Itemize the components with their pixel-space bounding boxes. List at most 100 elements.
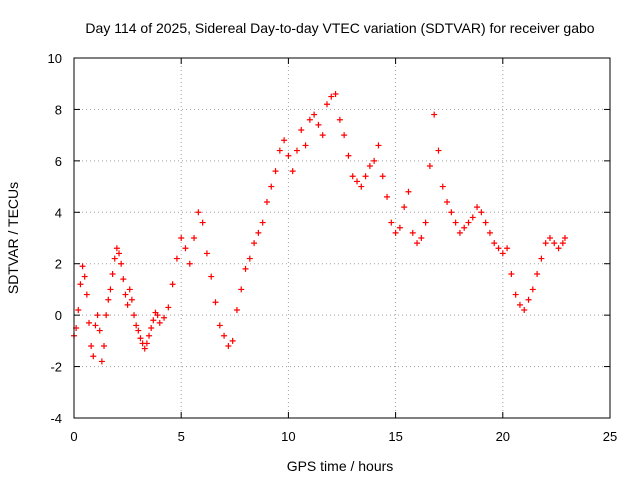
x-tick-label: 0 <box>70 429 77 444</box>
data-point <box>203 250 210 257</box>
data-point <box>461 224 468 231</box>
data-point <box>516 301 523 308</box>
x-tick-label: 10 <box>281 429 295 444</box>
data-point <box>126 286 133 293</box>
data-point <box>495 245 502 252</box>
data-point <box>77 281 84 288</box>
data-point <box>542 240 549 247</box>
data-point <box>319 132 326 139</box>
data-point <box>465 219 472 226</box>
data-point <box>384 193 391 200</box>
data-point <box>508 271 515 277</box>
data-point <box>169 281 176 288</box>
data-point <box>75 307 82 313</box>
data-point <box>499 250 506 257</box>
data-point <box>298 127 305 133</box>
data-point <box>154 312 161 319</box>
data-point <box>332 91 339 97</box>
data-point <box>422 219 429 226</box>
data-point <box>86 319 93 326</box>
data-point <box>349 173 356 180</box>
grid-lines <box>74 58 610 418</box>
y-tick-label: 4 <box>55 205 62 220</box>
data-point <box>199 219 206 226</box>
data-point <box>405 188 412 195</box>
data-point <box>444 199 451 205</box>
data-point <box>302 142 309 149</box>
data-point <box>435 147 442 154</box>
plot-border <box>73 57 611 419</box>
data-point <box>263 199 270 205</box>
x-axis-label: GPS time / hours <box>287 458 394 474</box>
data-point <box>474 204 481 211</box>
data-point <box>272 168 279 175</box>
data-point <box>559 240 566 247</box>
data-point <box>529 286 536 293</box>
data-point <box>156 319 163 326</box>
data-point <box>311 111 318 118</box>
x-tick-label: 5 <box>178 429 185 444</box>
data-point <box>92 322 99 329</box>
data-point <box>133 322 140 329</box>
data-point <box>482 219 489 226</box>
data-point <box>124 301 131 308</box>
data-point <box>118 260 125 267</box>
data-point <box>293 147 300 154</box>
data-point <box>345 152 352 159</box>
data-point <box>354 178 361 185</box>
data-point <box>409 229 416 236</box>
y-tick-label: -2 <box>50 360 62 375</box>
data-point <box>238 286 245 293</box>
data-point <box>182 245 189 252</box>
y-tick-label: 0 <box>55 308 62 323</box>
data-point <box>546 235 553 241</box>
data-point <box>195 209 202 216</box>
x-tick-label: 15 <box>388 429 402 444</box>
data-point <box>212 299 219 306</box>
data-point <box>128 296 135 303</box>
data-point <box>392 229 399 236</box>
data-point <box>478 209 485 216</box>
data-point <box>165 304 172 311</box>
data-point <box>208 273 215 280</box>
data-point <box>120 276 127 283</box>
data-point <box>146 332 153 339</box>
data-point <box>336 116 343 123</box>
data-point <box>186 260 193 267</box>
data-point <box>221 332 228 339</box>
data-point <box>306 116 313 123</box>
data-point <box>452 219 459 226</box>
data-point <box>396 224 403 231</box>
chart-title: Day 114 of 2025, Sidereal Day-to-day VTE… <box>85 20 594 36</box>
data-point <box>534 271 541 277</box>
data-point <box>101 343 108 349</box>
data-point <box>79 263 86 270</box>
data-point <box>111 255 118 262</box>
data-point <box>525 296 532 303</box>
data-point <box>191 235 198 241</box>
data-point <box>512 291 519 298</box>
data-point <box>551 240 558 247</box>
data-point <box>229 337 236 344</box>
data-point <box>216 322 223 329</box>
y-tick-label: -4 <box>50 411 62 426</box>
data-point <box>375 142 382 149</box>
data-point <box>242 265 249 272</box>
data-point <box>504 245 511 252</box>
x-tick-label: 25 <box>603 429 617 444</box>
data-point <box>555 245 562 252</box>
data-point <box>81 273 88 280</box>
data-point <box>98 358 105 365</box>
data-point <box>94 312 101 319</box>
data-point <box>259 219 266 226</box>
data-point <box>173 255 180 262</box>
data-point <box>448 209 455 216</box>
data-point <box>401 204 408 211</box>
data-point <box>362 173 369 180</box>
data-point <box>105 296 112 303</box>
data-point <box>491 240 498 247</box>
data-point <box>414 240 421 247</box>
data-point <box>276 147 283 154</box>
data-point <box>83 291 90 298</box>
